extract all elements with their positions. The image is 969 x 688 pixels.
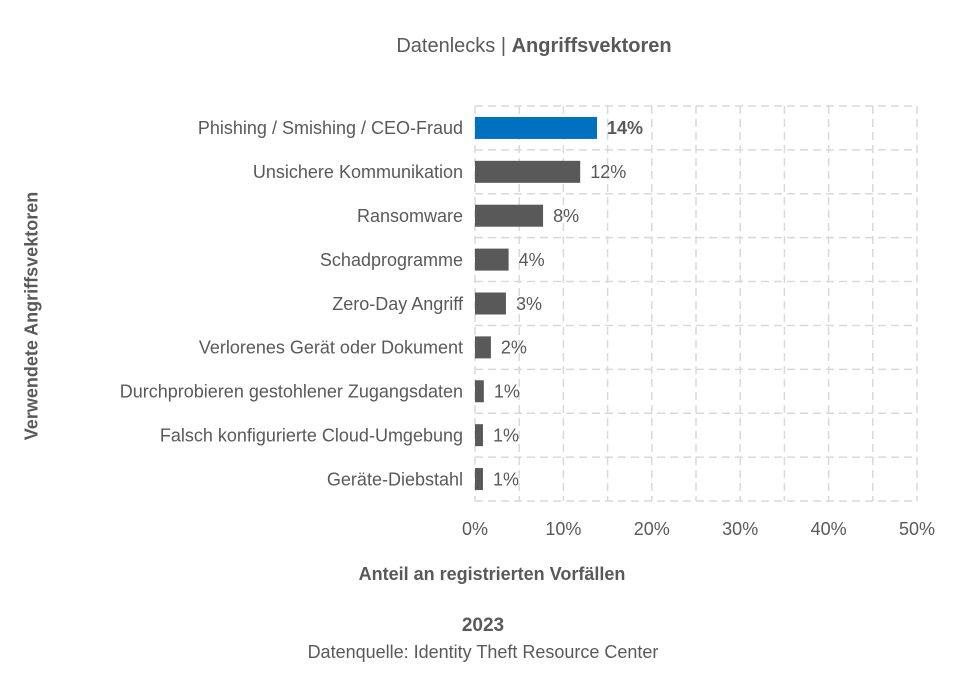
grid [474, 105, 918, 502]
x-tick-label: 40% [811, 519, 847, 539]
data-label: 12% [590, 162, 626, 182]
category-label: Ransomware [357, 206, 463, 226]
category-label: Unsichere Kommunikation [253, 162, 463, 182]
x-tick-label: 10% [545, 519, 581, 539]
bar [475, 336, 491, 359]
category-label: Durchprobieren gestohlener Zugangsdaten [120, 382, 463, 402]
bars [475, 116, 597, 491]
category-label: Falsch konfigurierte Cloud-Umgebung [160, 425, 463, 445]
x-tick-label: 20% [634, 519, 670, 539]
category-label: Phishing / Smishing / CEO-Fraud [198, 118, 463, 138]
chart-title-prefix: Datenlecks | [396, 35, 511, 57]
chart-title-main: Angriffsvektoren [512, 35, 672, 57]
chart-title: Datenlecks | Angriffsvektoren [396, 35, 671, 57]
data-label: 2% [501, 338, 527, 358]
bar [475, 116, 597, 139]
category-label: Verlorenes Gerät oder Dokument [199, 338, 463, 358]
data-label: 8% [553, 206, 579, 226]
data-label: 3% [516, 294, 542, 314]
data-label: 1% [493, 425, 519, 445]
x-tick-labels: 0% 10% 20% 30% 40% 50% [462, 519, 935, 539]
data-label: 4% [519, 250, 545, 270]
data-label: 1% [494, 382, 520, 402]
x-axis-title: Anteil an registrierten Vorfällen [359, 564, 626, 584]
bar [475, 468, 483, 491]
x-tick-label: 0% [462, 519, 488, 539]
year-label: 2023 [462, 615, 504, 636]
bar [475, 292, 506, 315]
bar [475, 248, 509, 271]
y-axis-title: Verwendete Angriffsvektoren [21, 192, 41, 440]
x-tick-label: 50% [899, 519, 935, 539]
x-tick-label: 30% [722, 519, 758, 539]
data-label: 1% [493, 469, 519, 489]
bar [475, 424, 483, 447]
category-label: Zero-Day Angriff [332, 294, 464, 314]
data-label: 14% [607, 118, 643, 138]
bar [475, 204, 544, 227]
category-label: Geräte-Diebstahl [327, 469, 463, 489]
bar [475, 160, 581, 183]
category-labels: Phishing / Smishing / CEO-Fraud Unsichere… [120, 118, 464, 489]
value-labels: 14% 12% 8% 4% 3% 2% 1% 1% 1% [493, 118, 643, 489]
category-label: Schadprogramme [320, 250, 463, 270]
bar [475, 380, 484, 403]
source-label: Datenquelle: Identity Theft Resource Cen… [308, 642, 659, 662]
